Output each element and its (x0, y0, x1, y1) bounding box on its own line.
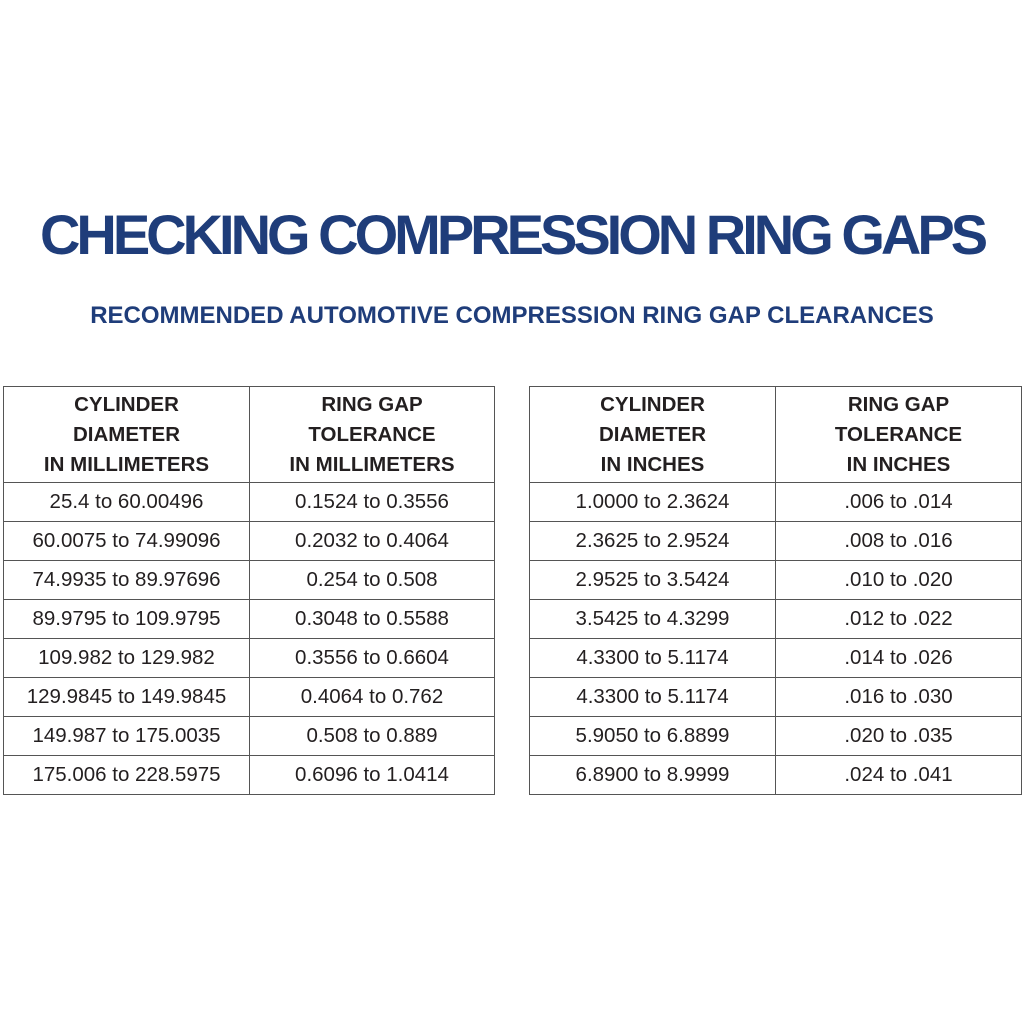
ring-gap-cell: 0.3556 to 0.6604 (249, 638, 495, 678)
cylinder-diameter-cell: 6.8900 to 8.9999 (529, 755, 776, 795)
page-subtitle: RECOMMENDED AUTOMOTIVE COMPRESSION RING … (90, 302, 934, 329)
header-line: IN INCHES (600, 452, 705, 476)
cylinder-diameter-cell: 4.3300 to 5.1174 (529, 638, 776, 678)
header-line: TOLERANCE (834, 422, 963, 446)
table-row: 5.9050 to 6.8899.020 to .035 (529, 716, 1022, 756)
table-row: 149.987 to 175.0035 0.508 to 0.889 (3, 716, 495, 756)
table-row: 109.982 to 129.982 0.3556 to 0.6604 (3, 638, 495, 678)
ring-gap-cell: 0.254 to 0.508 (249, 560, 495, 600)
table-row: 25.4 to 60.00496 0.1524 to 0.3556 (3, 482, 495, 522)
ring-gap-cell: .008 to .016 (775, 521, 1022, 561)
header-line: CYLINDER (600, 392, 705, 416)
cylinder-diameter-cell: 149.987 to 175.0035 (3, 716, 250, 756)
ring-gap-cell: 0.508 to 0.889 (249, 716, 495, 756)
ring-gap-cell: 0.6096 to 1.0414 (249, 755, 495, 795)
table-row: 2.9525 to 3.5424.010 to .020 (529, 560, 1022, 600)
ring-gap-cell: 0.3048 to 0.5588 (249, 599, 495, 639)
ring-gap-cell: .016 to .030 (775, 677, 1022, 717)
header-line: IN MILLIMETERS (43, 452, 210, 476)
table-row: 4.3300 to 5.1174.014 to .026 (529, 638, 1022, 678)
cylinder-diameter-cell: 2.3625 to 2.9524 (529, 521, 776, 561)
table-row: 175.006 to 228.5975 0.6096 to 1.0414 (3, 755, 495, 795)
header-line: DIAMETER (72, 422, 181, 446)
header-line: RING GAP (847, 392, 950, 416)
imperial-table: CYLINDER DIAMETER IN INCHES RING GAP TOLERAN… (529, 386, 1022, 795)
cylinder-diameter-cell: 175.006 to 228.5975 (3, 755, 250, 795)
metric-table: CYLINDER DIAMETER IN MILLIMETERS RING GAP TO… (3, 386, 495, 795)
ring-gap-cell: 0.1524 to 0.3556 (249, 482, 495, 522)
title-container: CHECKING COMPRESSION RING GAPS (0, 200, 1024, 270)
ring-gap-cell: .012 to .022 (775, 599, 1022, 639)
cylinder-diameter-cell: 25.4 to 60.00496 (3, 482, 250, 522)
page-title: CHECKING COMPRESSION RING GAPS (39, 203, 988, 266)
header-line: CYLINDER (74, 392, 179, 416)
ring-gap-cell: 0.4064 to 0.762 (249, 677, 495, 717)
cylinder-diameter-cell: 74.9935 to 89.97696 (3, 560, 250, 600)
ring-gap-cell: .014 to .026 (775, 638, 1022, 678)
header-row: CYLINDER DIAMETER IN INCHES RING GAP TOLERAN… (529, 386, 1022, 483)
ring-gap-cell: .006 to .014 (775, 482, 1022, 522)
table-row: 3.5425 to 4.3299.012 to .022 (529, 599, 1022, 639)
header-line: IN MILLIMETERS (289, 452, 455, 476)
table-row: 60.0075 to 74.99096 0.2032 to 0.4064 (3, 521, 495, 561)
header-line: IN INCHES (846, 452, 951, 476)
column-header-cylinder-diameter: CYLINDER DIAMETER IN MILLIMETERS (3, 386, 250, 483)
cylinder-diameter-cell: 60.0075 to 74.99096 (3, 521, 250, 561)
header-line: DIAMETER (598, 422, 707, 446)
cylinder-diameter-cell: 4.3300 to 5.1174 (529, 677, 776, 717)
cylinder-diameter-cell: 5.9050 to 6.8899 (529, 716, 776, 756)
table-row: 74.9935 to 89.97696 0.254 to 0.508 (3, 560, 495, 600)
table-row: 4.3300 to 5.1174.016 to .030 (529, 677, 1022, 717)
header-row: CYLINDER DIAMETER IN MILLIMETERS RING GAP TO… (3, 386, 495, 483)
table-row: 89.9795 to 109.9795 0.3048 to 0.5588 (3, 599, 495, 639)
column-header-cylinder-diameter: CYLINDER DIAMETER IN INCHES (529, 386, 776, 483)
table-row: 6.8900 to 8.9999.024 to .041 (529, 755, 1022, 795)
ring-gap-cell: .024 to .041 (775, 755, 1022, 795)
ring-gap-cell: .020 to .035 (775, 716, 1022, 756)
cylinder-diameter-cell: 2.9525 to 3.5424 (529, 560, 776, 600)
cylinder-diameter-cell: 109.982 to 129.982 (3, 638, 250, 678)
cylinder-diameter-cell: 89.9795 to 109.9795 (3, 599, 250, 639)
cylinder-diameter-cell: 3.5425 to 4.3299 (529, 599, 776, 639)
cylinder-diameter-cell: 129.9845 to 149.9845 (3, 677, 250, 717)
table-row: 129.9845 to 149.9845 0.4064 to 0.762 (3, 677, 495, 717)
ring-gap-cell: 0.2032 to 0.4064 (249, 521, 495, 561)
ring-gap-cell: .010 to .020 (775, 560, 1022, 600)
column-header-ring-gap-tolerance: RING GAP TOLERANCE IN INCHES (775, 386, 1022, 483)
table-row: 1.0000 to 2.3624.006 to .014 (529, 482, 1022, 522)
table-row: 2.3625 to 2.9524.008 to .016 (529, 521, 1022, 561)
cylinder-diameter-cell: 1.0000 to 2.3624 (529, 482, 776, 522)
header-line: RING GAP (321, 392, 423, 416)
header-line: TOLERANCE (308, 422, 436, 446)
column-header-ring-gap-tolerance: RING GAP TOLERANCE IN MILLIMETERS (249, 386, 495, 483)
